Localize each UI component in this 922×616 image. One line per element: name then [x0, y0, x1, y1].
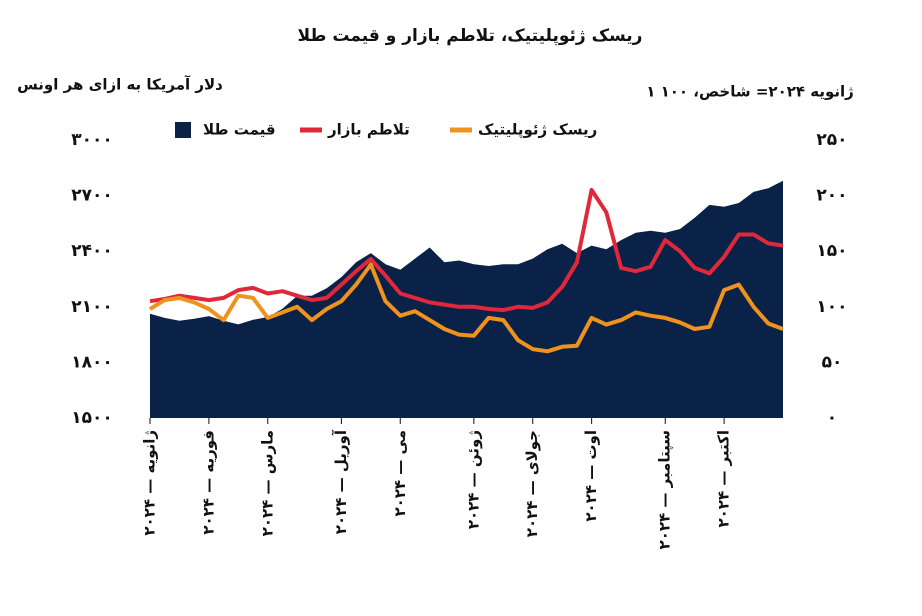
y-tick-label: ۱۵۰۰ [71, 408, 113, 428]
y-tick-label: ۲۱۰۰ [71, 297, 113, 317]
y2-axis-label: ۱ ژانویه ۲۰۲۴= شاخص، ۱۰۰ [646, 83, 854, 101]
y2-tick-label: ۰ [827, 408, 837, 428]
x-tick-label: فوریه — ۲۰۲۴ [199, 430, 217, 535]
x-tick-label: سپتامبر — ۲۰۲۴ [656, 430, 675, 549]
y2-tick-label: ۲۰۰ [816, 186, 847, 206]
legend-label: تلاطم بازار [327, 121, 410, 139]
x-tick-label: اوت — ۲۰۲۴ [582, 430, 600, 522]
y2-tick-label: ۱۵۰ [816, 241, 847, 261]
x-tick-label: اکتبر — ۲۰۲۴ [715, 430, 733, 528]
y-tick-label: ۳۰۰۰ [71, 130, 113, 150]
x-tick-label: آوریل — ۲۰۲۴ [332, 429, 350, 534]
y-tick-label: ۲۴۰۰ [71, 241, 113, 261]
y-tick-label: ۲۷۰۰ [71, 186, 113, 206]
y2-tick-label: ۲۵۰ [816, 130, 847, 150]
x-tick-label: می — ۲۰۲۴ [391, 430, 409, 517]
area [150, 180, 783, 418]
line [149, 188, 784, 313]
chart-title: ریسک ژئوپلیتیک، تلاطم بازار و قیمت طلا [298, 26, 643, 46]
x-tick-label: ژانویه — ۲۰۲۴ [141, 430, 159, 536]
legend-swatch [175, 122, 191, 138]
x-tick-label: مارس — ۲۰۲۴ [258, 430, 276, 536]
y2-tick-label: ۱۰۰ [816, 297, 847, 317]
line [148, 262, 784, 354]
y-axis-label: دلار آمریکا به ازای هر اونس [17, 76, 223, 94]
legend-label: ریسک ژئوپلیتیک [478, 121, 597, 140]
x-tick-label: ژوئن — ۲۰۲۴ [464, 430, 482, 529]
x-tick-label: جولای — ۲۰۲۴ [523, 430, 541, 537]
y-tick-label: ۱۸۰۰ [71, 352, 113, 372]
legend-label: قیمت طلا [203, 121, 276, 139]
y2-tick-label: ۵۰ [822, 352, 843, 372]
